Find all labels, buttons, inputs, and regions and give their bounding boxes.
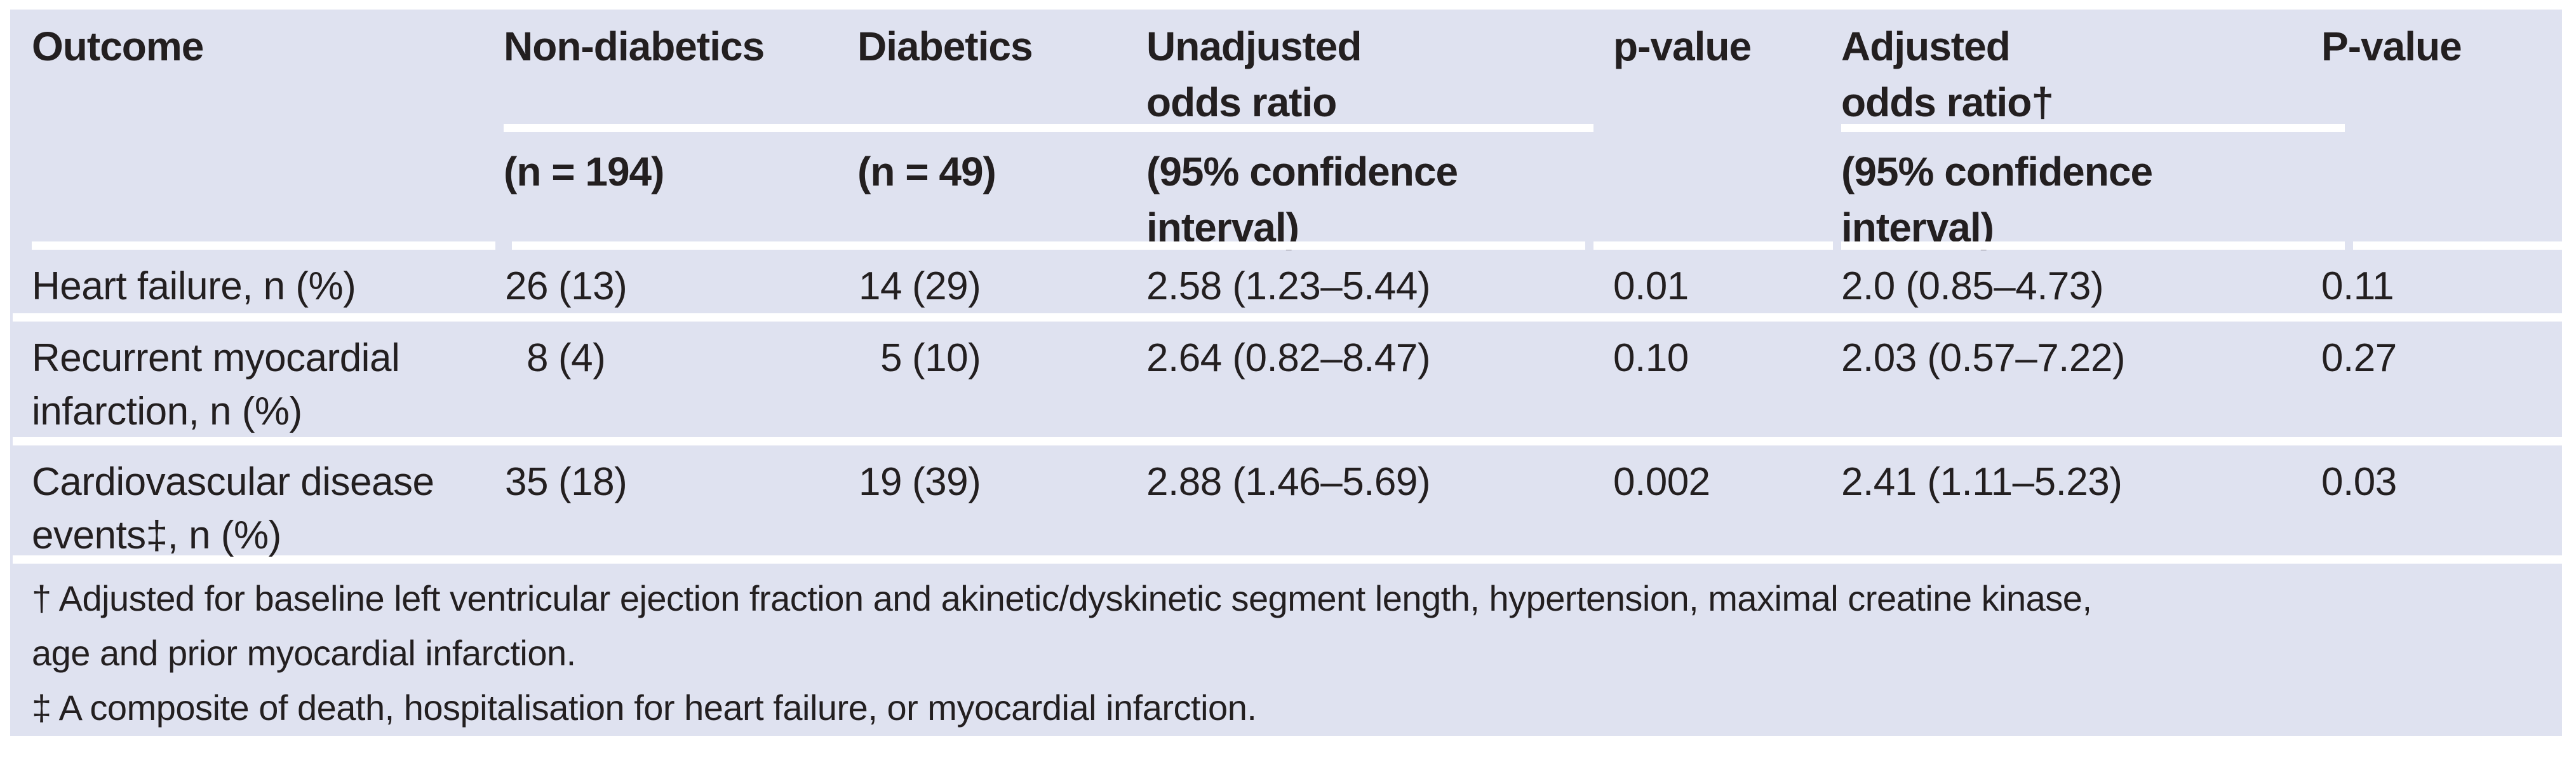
table-row-recurrent-mi: Recurrent myocardial infarction, n (%) 8… [32,322,2562,437]
divider-segment [1841,241,2345,250]
divider-segment [2353,241,2562,250]
subheader-text: (95% confidence [1146,149,1458,194]
cell-outcome: Heart failure, n (%) [32,260,504,313]
count-value: 35 [505,460,548,504]
cell-P-value: 0.03 [2321,460,2397,504]
header-bottom-divider [32,241,2562,250]
cell-unadjusted-or: 2.58 (1.23–5.44) [1146,264,1431,308]
cell-outcome: Recurrent myocardial infarction, n (%) [32,332,504,438]
count-value: 8 [527,336,548,380]
table-row-heart-failure: Heart failure, n (%) 26 (13) 14 (29) 2.58 … [32,250,2562,313]
cell-diabetics: 5 (10) [857,332,1146,438]
column-header-adjusted-odds-ratio: Adjusted odds ratio† [1841,18,2321,130]
percent-value: (13) [558,264,627,308]
divider-segment [512,241,1585,250]
subheader-outcome [32,144,504,255]
count-value: 14 [859,264,902,308]
percent-value: (4) [558,336,606,380]
footnote-double-dagger: ‡ A composite of death, hospitalisation … [32,688,1257,728]
table-footnotes: † Adjusted for baseline left ventricular… [32,571,2562,735]
header-group-divider [32,124,2562,132]
count-value: 19 [859,460,902,504]
header-text: P-value [2321,24,2462,69]
outcome-label: infarction, n (%) [32,390,302,433]
cell-diabetics: 14 (29) [857,260,1146,313]
column-header-outcome: Outcome [32,18,504,130]
cell-P-value: 0.11 [2321,264,2394,308]
header-text: Non-diabetics [504,24,765,69]
cell-non-diabetics: 35 (18) [504,456,857,562]
header-text: odds ratio [1146,79,1337,125]
subheader-text: (n = 194) [504,149,664,194]
column-header-p-value-adjusted: P-value [2321,18,2562,130]
table-header-row: Outcome Non-diabetics Diabetics Unadjust… [32,10,2562,125]
cell-non-diabetics: 8 (4) [504,332,857,438]
cell-unadjusted-or: 2.88 (1.46–5.69) [1146,460,1431,504]
column-header-non-diabetics: Non-diabetics [504,18,857,130]
cell-P-value: 0.27 [2321,336,2397,380]
cell-unadjusted-or: 2.64 (0.82–8.47) [1146,336,1431,380]
divider-segment [1593,241,1833,250]
percent-value: (29) [912,264,981,308]
cell-adjusted-or: 2.0 (0.85–4.73) [1841,264,2104,308]
percent-value: (39) [912,460,981,504]
header-text: odds ratio† [1841,79,2054,125]
outcome-label: Recurrent myocardial [32,336,400,380]
percent-value: (10) [912,336,981,380]
table-row-cvd-events: Cardiovascular disease events‡, n (%) 35… [32,445,2562,557]
count-value: 26 [505,264,548,308]
header-text: Outcome [32,24,204,69]
outcome-label: Cardiovascular disease [32,460,434,504]
subheader-p-value-adjusted [2321,144,2562,255]
header-text: Diabetics [857,24,1033,69]
subheader-text: (95% confidence [1841,149,2153,194]
table-subheader-row: (n = 194) (n = 49) (95% confidence inter… [32,132,2562,250]
footnote-dagger-continued: age and prior myocardial infarction. [32,633,576,673]
header-text: Unadjusted [1146,24,1362,69]
cell-p-value: 0.10 [1613,336,1689,380]
subheader-unadjusted-ci: (95% confidence interval) [1146,144,1613,255]
row-divider [13,437,2562,445]
outcomes-table-panel: Outcome Non-diabetics Diabetics Unadjust… [10,10,2562,736]
cell-non-diabetics: 26 (13) [504,260,857,313]
cell-adjusted-or: 2.03 (0.57–7.22) [1841,336,2126,380]
column-header-unadjusted-odds-ratio: Unadjusted odds ratio [1146,18,1613,130]
cell-p-value: 0.002 [1613,460,1710,504]
cell-p-value: 0.01 [1613,264,1689,308]
column-header-p-value-unadjusted: p-value [1613,18,1841,130]
subheader-text: (n = 49) [857,149,996,194]
cell-diabetics: 19 (39) [857,456,1146,562]
divider-segment [504,124,1593,132]
column-header-diabetics: Diabetics [857,18,1146,130]
subheader-diabetics-n: (n = 49) [857,144,1146,255]
cell-adjusted-or: 2.41 (1.11–5.23) [1841,460,2123,504]
percent-value: (18) [558,460,627,504]
header-text: Adjusted [1841,24,2011,69]
outcome-label: events‡, n (%) [32,513,281,557]
footnote-dagger: † Adjusted for baseline left ventricular… [32,578,2092,618]
divider-segment [1841,124,2345,132]
subheader-p-value-unadjusted [1613,144,1841,255]
footnote-divider [13,555,2562,564]
subheader-non-diabetics-n: (n = 194) [504,144,857,255]
cell-outcome: Cardiovascular disease events‡, n (%) [32,456,504,562]
outcome-label: Heart failure, n (%) [32,264,356,308]
header-text: p-value [1613,24,1752,69]
row-divider [13,313,2562,322]
count-value: 5 [880,336,902,380]
divider-segment [32,241,495,250]
subheader-adjusted-ci: (95% confidence interval) [1841,144,2321,255]
